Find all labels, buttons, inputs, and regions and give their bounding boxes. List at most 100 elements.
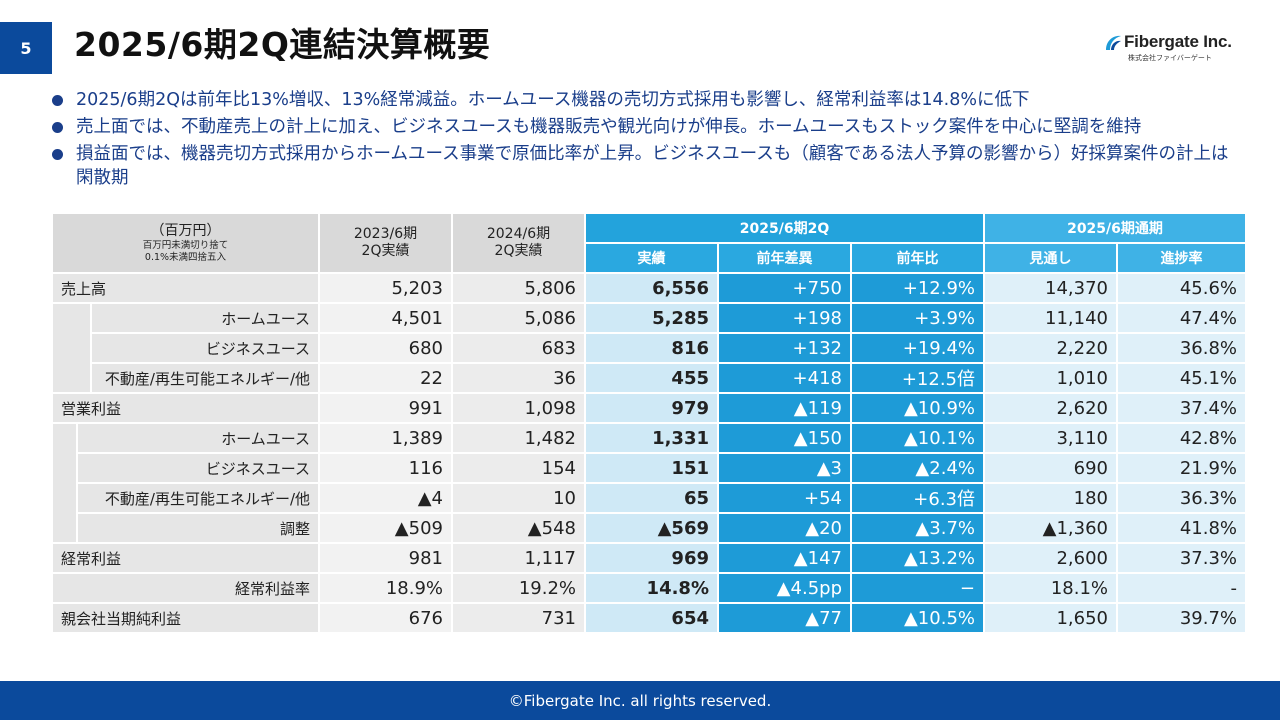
value-forecast: 2,600 <box>985 544 1118 574</box>
value-progress: 21.9% <box>1118 454 1247 484</box>
table-row: 経常利益率 18.9% 19.2% 14.8% ▲4.5pp −18.1% - <box>53 574 1247 604</box>
unit-label: （百万円） <box>150 222 221 239</box>
value-2023: 5,203 <box>320 274 453 304</box>
row-label: 経常利益 <box>53 544 320 574</box>
table-row: 不動産/再生可能エネルギー/他 ▲4 10 65 +54 +6.3倍 180 36.3% <box>53 484 1247 514</box>
value-yoy-diff: ▲150 <box>719 424 852 454</box>
value-2023: 116 <box>320 454 453 484</box>
value-2023: 991 <box>320 394 453 424</box>
value-actual: 1,331 <box>586 424 719 454</box>
value-forecast: 14,370 <box>985 274 1118 304</box>
indent-spacer <box>53 304 92 394</box>
indent-spacer <box>53 424 78 544</box>
value-yoy-ratio: +12.9% <box>852 274 985 304</box>
row-label: ホームユース <box>78 424 320 454</box>
value-progress: 37.3% <box>1118 544 1247 574</box>
value-actual: 151 <box>586 454 719 484</box>
value-progress: 45.1% <box>1118 364 1247 394</box>
value-forecast: 2,620 <box>985 394 1118 424</box>
bullet-text: 損益面では、機器売切方式採用からホームユース事業で原価比率が上昇。ビジネスユース… <box>76 144 1229 188</box>
bullet-dot-icon <box>52 95 63 106</box>
unit-note: 0.1%未満四捨五入 <box>144 251 227 263</box>
table-row: 不動産/再生可能エネルギー/他 22 36 455 +418 +12.5倍 1,010 45.… <box>53 364 1247 394</box>
table-row: 売上高 5,203 5,806 6,556 +750 +12.9% 14,370 45.6% <box>53 274 1247 304</box>
subheader-progress: 進捗率 <box>1118 244 1247 274</box>
value-2024: 5,086 <box>453 304 586 334</box>
value-2024: 1,117 <box>453 544 586 574</box>
bullet-dot-icon <box>52 149 63 160</box>
table-row: ホームユース 4,501 5,086 5,285 +198 +3.9% 11,140 47.4… <box>53 304 1247 394</box>
value-progress: 39.7% <box>1118 604 1247 634</box>
bullet-item: 損益面では、機器売切方式採用からホームユース事業で原価比率が上昇。ビジネスユース… <box>50 142 1240 190</box>
value-2023: 1,389 <box>320 424 453 454</box>
value-2023: 22 <box>320 364 453 394</box>
bullet-text: 売上面では、不動産売上の計上に加え、ビジネスユースも機器販売や観光向けが伸長。ホ… <box>76 117 1142 137</box>
value-yoy-diff: +418 <box>719 364 852 394</box>
value-2024: 1,098 <box>453 394 586 424</box>
value-2024: 1,482 <box>453 424 586 454</box>
value-2024: 683 <box>453 334 586 364</box>
value-forecast: 2,220 <box>985 334 1118 364</box>
subheader-actual: 実績 <box>586 244 719 274</box>
value-actual: 654 <box>586 604 719 634</box>
table-row: ホームユース 1,389 1,482 1,331 ▲150 ▲10.1% 3,110 42.8… <box>53 424 1247 544</box>
value-yoy-ratio: +3.9% <box>852 304 985 334</box>
logo-name: Fibergate Inc. <box>1124 32 1232 51</box>
table-row: 調整 ▲509 ▲548 ▲569 ▲20 ▲3.7% ▲1,360 41.8% <box>53 514 1247 544</box>
summary-bullets: 2025/6期2Qは前年比13%増収、13%経常減益。ホームユース機器の売切方式… <box>50 88 1240 193</box>
value-yoy-diff: ▲77 <box>719 604 852 634</box>
value-actual: 6,556 <box>586 274 719 304</box>
value-2023: ▲509 <box>320 514 453 544</box>
value-2024: 5,806 <box>453 274 586 304</box>
value-forecast: 1,010 <box>985 364 1118 394</box>
subheader-forecast: 見通し <box>985 244 1118 274</box>
value-forecast: 180 <box>985 484 1118 514</box>
subheader-yoy-ratio: 前年比 <box>852 244 985 274</box>
bullet-text: 2025/6期2Qは前年比13%増収、13%経常減益。ホームユース機器の売切方式… <box>76 90 1030 110</box>
row-label: 売上高 <box>53 274 320 304</box>
table-row: ビジネスユース 116 154 151 ▲3 ▲2.4% 690 21.9% <box>53 454 1247 484</box>
value-progress: 37.4% <box>1118 394 1247 424</box>
value-2024: 36 <box>453 364 586 394</box>
value-actual: 455 <box>586 364 719 394</box>
value-2024: ▲548 <box>453 514 586 544</box>
bullet-item: 売上面では、不動産売上の計上に加え、ビジネスユースも機器販売や観光向けが伸長。ホ… <box>50 115 1240 139</box>
value-yoy-diff: +54 <box>719 484 852 514</box>
col-header-2023: 2023/6期 2Q実績 <box>320 214 453 274</box>
value-yoy-diff: ▲119 <box>719 394 852 424</box>
value-progress: 41.8% <box>1118 514 1247 544</box>
value-yoy-ratio: ▲10.5% <box>852 604 985 634</box>
value-actual: 65 <box>586 484 719 514</box>
value-actual: 969 <box>586 544 719 574</box>
logo-subtitle: 株式会社ファイバーゲート <box>1128 54 1212 62</box>
row-label: 経常利益率 <box>53 574 320 604</box>
value-yoy-diff: ▲20 <box>719 514 852 544</box>
value-progress: 36.8% <box>1118 334 1247 364</box>
col-header-2024: 2024/6期 2Q実績 <box>453 214 586 274</box>
value-yoy-ratio: ▲2.4% <box>852 454 985 484</box>
value-actual: 979 <box>586 394 719 424</box>
value-2023: 18.9% <box>320 574 453 604</box>
value-forecast: 3,110 <box>985 424 1118 454</box>
value-2023: 680 <box>320 334 453 364</box>
value-2024: 731 <box>453 604 586 634</box>
value-yoy-diff: +198 <box>719 304 852 334</box>
value-yoy-ratio: ▲3.7% <box>852 514 985 544</box>
page-number: 5 <box>0 22 52 74</box>
value-progress: 36.3% <box>1118 484 1247 514</box>
table-subheader-row: 実績 前年差異 前年比 見通し 進捗率 <box>53 244 1247 274</box>
row-label: 不動産/再生可能エネルギー/他 <box>78 484 320 514</box>
value-yoy-ratio: ▲10.9% <box>852 394 985 424</box>
table-row: 営業利益 991 1,098 979 ▲119 ▲10.9% 2,620 37.4% <box>53 394 1247 424</box>
financial-summary-table: （百万円） 百万円未満切り捨て 0.1%未満四捨五入 2023/6期 2Q実績 2… <box>53 214 1247 634</box>
value-yoy-diff: +132 <box>719 334 852 364</box>
value-progress: 42.8% <box>1118 424 1247 454</box>
row-label: 親会社当期純利益 <box>53 604 320 634</box>
subheader-yoy-diff: 前年差異 <box>719 244 852 274</box>
table-row: ビジネスユース 680 683 816 +132 +19.4% 2,220 36.8% <box>53 334 1247 364</box>
table-row: 親会社当期純利益 676 731 654 ▲77 ▲10.5% 1,650 39.7% <box>53 604 1247 634</box>
table-row: 経常利益 981 1,117 969 ▲147 ▲13.2% 2,600 37.3% <box>53 544 1247 574</box>
value-progress: 45.6% <box>1118 274 1247 304</box>
value-2023: 4,501 <box>320 304 453 334</box>
table-header-row: （百万円） 百万円未満切り捨て 0.1%未満四捨五入 2023/6期 2Q実績 2… <box>53 214 1247 274</box>
